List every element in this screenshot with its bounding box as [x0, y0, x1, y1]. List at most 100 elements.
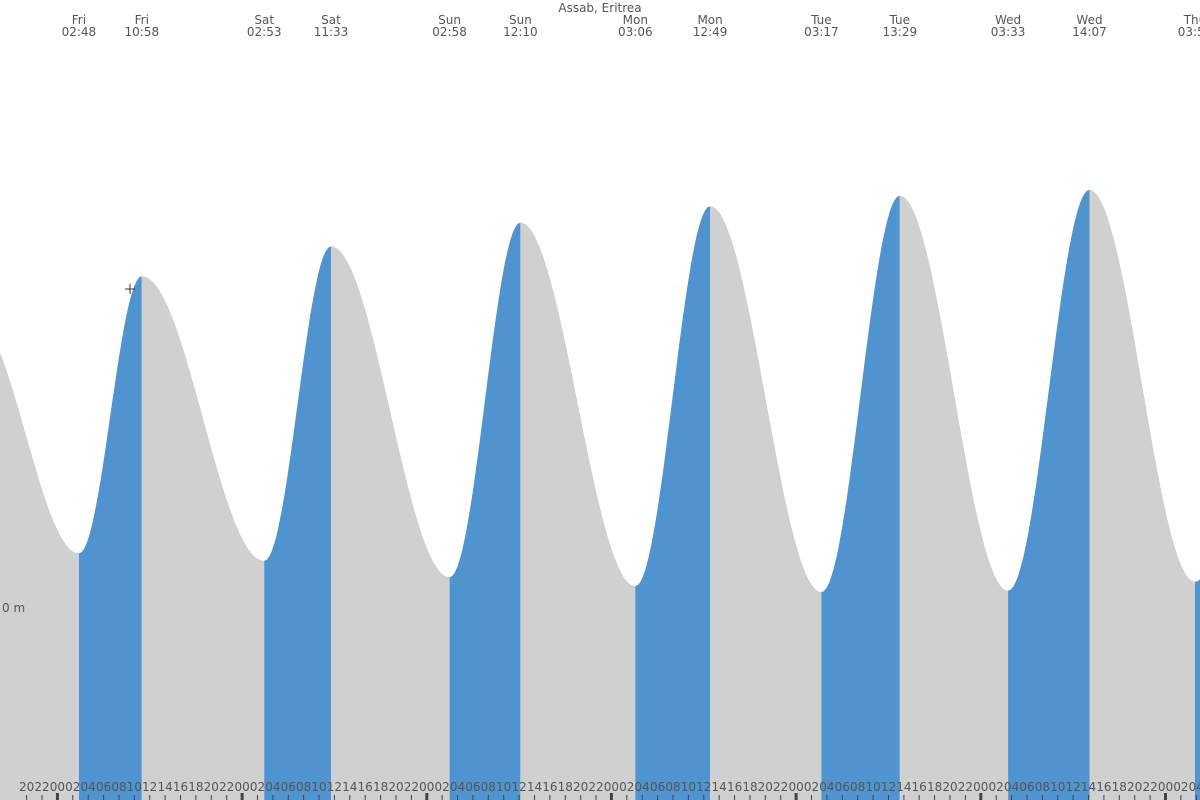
hour-tick-mark [672, 795, 674, 800]
hour-tick-label: 08 [1035, 780, 1050, 794]
extreme-time-label: 12:49 [693, 25, 728, 39]
hour-tick-mark [226, 795, 228, 800]
hour-tick-mark [133, 795, 135, 800]
hour-tick-label: 06 [96, 780, 111, 794]
hour-tick-mark [549, 795, 551, 800]
hour-tick-mark [580, 795, 582, 800]
hour-tick-mark [595, 795, 597, 800]
hour-tick-label: 00 [234, 780, 249, 794]
hour-tick-mark [349, 795, 351, 800]
hour-tick-mark [103, 795, 105, 800]
hour-tick-label: 12 [696, 780, 711, 794]
falling-tide-area [710, 206, 822, 800]
rising-tide-area [264, 246, 331, 800]
hour-tick-mark [41, 795, 43, 800]
hour-tick-mark [718, 795, 720, 800]
hour-tick-label: 14 [527, 780, 542, 794]
hour-tick-label: 08 [665, 780, 680, 794]
hour-tick-label: 02 [250, 780, 265, 794]
rising-tide-area [635, 206, 711, 800]
hour-tick-mark [626, 795, 628, 800]
extreme-day-label: Sat [254, 13, 274, 27]
hour-tick-label: 12 [881, 780, 896, 794]
extreme-day-label: Thu [1183, 13, 1200, 27]
falling-tide-area [0, 352, 79, 800]
hour-tick-label: 06 [465, 780, 480, 794]
hour-tick-mark [857, 795, 859, 800]
hour-tick-mark [380, 795, 382, 800]
hour-tick-mark [780, 795, 782, 800]
hour-tick-label: 20 [942, 780, 957, 794]
extreme-day-label: Fri [72, 13, 86, 27]
extreme-day-label: Fri [135, 13, 149, 27]
hour-tick-label: 04 [819, 780, 834, 794]
falling-tide-area [331, 246, 450, 800]
hour-tick-mark [272, 795, 274, 800]
hour-tick-label: 06 [1019, 780, 1034, 794]
hour-tick-label: 02 [804, 780, 819, 794]
hour-tick-mark [888, 795, 889, 800]
hour-tick-mark [318, 795, 320, 800]
hour-tick-label: 04 [450, 780, 465, 794]
hour-tick-mark [811, 795, 812, 800]
hour-tick-label: 10 [865, 780, 880, 794]
hour-tick-label: 10 [1050, 780, 1065, 794]
rising-tide-area [1008, 189, 1090, 800]
hour-tick-label: 04 [1004, 780, 1019, 794]
crosshair-cursor-icon [125, 284, 135, 294]
extreme-time-label: 10:58 [125, 25, 160, 39]
hour-tick-mark [164, 795, 166, 800]
hour-tick-label: 18 [188, 780, 203, 794]
hour-tick-label: 14 [1081, 780, 1096, 794]
hour-tick-mark [457, 795, 458, 800]
hour-tick-mark [1072, 795, 1074, 800]
hour-tick-label: 22 [1142, 780, 1157, 794]
hour-tick-label: 20 [758, 780, 773, 794]
hour-tick-label: 22 [958, 780, 973, 794]
hour-tick-mark [257, 795, 258, 800]
hour-tick-label: 04 [1189, 780, 1200, 794]
hour-tick-label: 22 [34, 780, 49, 794]
zero-level-label: 0 m [2, 601, 25, 615]
extreme-time-label: 02:58 [432, 25, 467, 39]
extreme-time-label: 03:50 [1178, 25, 1200, 39]
extreme-time-label: 12:10 [503, 25, 538, 39]
midnight-tick-mark [609, 793, 613, 800]
hour-tick-mark [118, 795, 120, 800]
extreme-day-label: Sun [438, 13, 461, 27]
hour-tick-mark [1180, 795, 1182, 800]
rising-tide-area [821, 195, 900, 800]
extreme-time-label: 14:07 [1072, 25, 1107, 39]
hour-tick-label: 02 [65, 780, 80, 794]
hour-tick-label: 08 [481, 780, 496, 794]
falling-tide-area [141, 276, 265, 800]
hour-tick-label: 22 [219, 780, 234, 794]
hour-tick-mark [87, 795, 89, 800]
hour-tick-mark [934, 795, 936, 800]
hour-tick-mark [195, 795, 197, 800]
hour-tick-label: 04 [81, 780, 96, 794]
hour-tick-mark [1118, 795, 1120, 800]
hour-tick-mark [995, 795, 997, 800]
rising-tide-area [1195, 579, 1200, 800]
midnight-tick-mark [1164, 793, 1167, 800]
hour-tick-label: 14 [342, 780, 357, 794]
hour-tick-label: 22 [773, 780, 788, 794]
hour-tick-label: 14 [712, 780, 727, 794]
hour-tick-mark [872, 795, 874, 800]
hour-tick-label: 06 [835, 780, 850, 794]
hour-tick-mark [472, 795, 474, 800]
hour-tick-label: 00 [973, 780, 988, 794]
midnight-tick-mark [425, 793, 429, 800]
tide-areas [0, 189, 1200, 800]
extreme-day-label: Wed [1076, 13, 1102, 27]
extreme-labels: Thu16:01Fri02:48Fri10:58Sat02:53Sat11:33… [62, 13, 1200, 39]
falling-tide-area [520, 222, 636, 800]
hour-tick-label: 18 [1112, 780, 1127, 794]
hour-tick-label: 08 [296, 780, 311, 794]
hour-tick-mark [503, 795, 505, 800]
extreme-day-label: Sat [321, 13, 341, 27]
hour-tick-mark [72, 795, 74, 800]
hour-tick-label: 10 [127, 780, 142, 794]
